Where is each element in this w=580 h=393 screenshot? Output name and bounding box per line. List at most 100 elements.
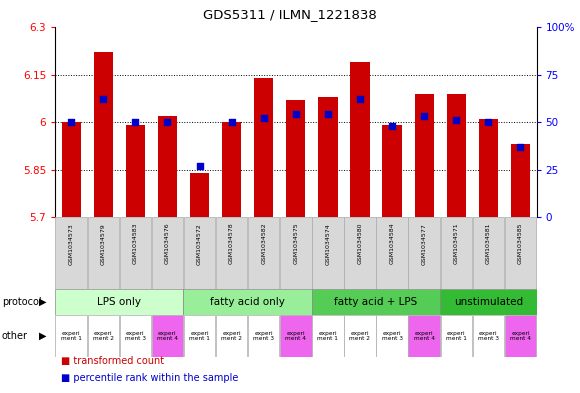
Text: GSM1034575: GSM1034575: [293, 223, 298, 264]
Text: experi
ment 2: experi ment 2: [93, 331, 114, 342]
Bar: [505, 316, 536, 357]
Bar: [216, 316, 247, 357]
Text: experi
ment 3: experi ment 3: [125, 331, 146, 342]
Point: [99, 96, 108, 103]
Bar: [376, 316, 408, 357]
Bar: [56, 217, 87, 289]
Bar: [441, 217, 472, 289]
Bar: [152, 316, 183, 357]
Text: GSM1034581: GSM1034581: [486, 223, 491, 264]
Point: [67, 119, 76, 125]
Bar: [88, 217, 119, 289]
Text: ■ percentile rank within the sample: ■ percentile rank within the sample: [61, 373, 238, 383]
Text: experi
ment 4: experi ment 4: [414, 331, 434, 342]
Text: experi
ment 2: experi ment 2: [221, 331, 242, 342]
Point: [163, 119, 172, 125]
Bar: [93, 52, 113, 217]
Bar: [286, 100, 306, 217]
Point: [452, 117, 461, 123]
Text: experi
ment 4: experi ment 4: [285, 331, 306, 342]
Bar: [345, 316, 376, 357]
Text: ■ transformed count: ■ transformed count: [61, 356, 164, 366]
Bar: [505, 217, 536, 289]
Point: [291, 111, 300, 118]
Bar: [447, 94, 466, 217]
Point: [516, 143, 525, 150]
Bar: [376, 217, 408, 289]
Bar: [382, 125, 402, 217]
Text: GSM1034577: GSM1034577: [422, 223, 427, 264]
Text: protocol: protocol: [2, 297, 41, 307]
Bar: [415, 94, 434, 217]
Bar: [280, 217, 311, 289]
Point: [195, 163, 204, 169]
Text: experi
ment 3: experi ment 3: [253, 331, 274, 342]
Point: [130, 119, 140, 125]
Text: experi
ment 1: experi ment 1: [189, 331, 210, 342]
Text: experi
ment 3: experi ment 3: [382, 331, 403, 342]
Bar: [345, 217, 376, 289]
Bar: [119, 217, 151, 289]
Text: experi
ment 1: experi ment 1: [61, 331, 82, 342]
Text: experi
ment 1: experi ment 1: [446, 331, 467, 342]
Bar: [312, 217, 343, 289]
Bar: [190, 173, 209, 217]
Text: fatty acid only: fatty acid only: [210, 297, 285, 307]
Text: unstimulated: unstimulated: [454, 297, 523, 307]
Text: GSM1034578: GSM1034578: [229, 223, 234, 264]
Text: experi
ment 1: experi ment 1: [317, 331, 338, 342]
Text: GSM1034582: GSM1034582: [261, 223, 266, 264]
Bar: [318, 97, 338, 217]
Bar: [248, 316, 280, 357]
Bar: [441, 316, 472, 357]
Text: ▶: ▶: [39, 297, 47, 307]
Bar: [56, 316, 87, 357]
Bar: [312, 316, 343, 357]
Bar: [473, 217, 504, 289]
Bar: [184, 316, 215, 357]
Point: [484, 119, 493, 125]
Point: [387, 123, 397, 129]
Text: fatty acid + LPS: fatty acid + LPS: [335, 297, 418, 307]
Bar: [254, 78, 273, 217]
Text: GSM1034573: GSM1034573: [68, 223, 74, 264]
Bar: [222, 122, 241, 217]
Point: [356, 96, 365, 103]
Bar: [350, 62, 369, 217]
Text: experi
ment 2: experi ment 2: [350, 331, 371, 342]
Bar: [152, 217, 183, 289]
Text: GSM1034580: GSM1034580: [357, 223, 362, 264]
Bar: [88, 316, 119, 357]
Text: experi
ment 3: experi ment 3: [478, 331, 499, 342]
Bar: [280, 316, 311, 357]
Bar: [61, 122, 81, 217]
Bar: [184, 217, 215, 289]
Bar: [119, 316, 151, 357]
Point: [227, 119, 236, 125]
Bar: [473, 316, 504, 357]
Text: GSM1034579: GSM1034579: [101, 223, 106, 264]
Bar: [408, 217, 440, 289]
Text: GSM1034571: GSM1034571: [454, 223, 459, 264]
Bar: [408, 316, 440, 357]
Text: GSM1034583: GSM1034583: [133, 223, 138, 264]
Bar: [158, 116, 177, 217]
Bar: [55, 289, 183, 315]
Text: GSM1034576: GSM1034576: [165, 223, 170, 264]
Bar: [478, 119, 498, 217]
Point: [259, 115, 269, 121]
Point: [419, 113, 429, 119]
Text: GSM1034584: GSM1034584: [390, 223, 394, 264]
Text: GSM1034585: GSM1034585: [518, 223, 523, 264]
Text: experi
ment 4: experi ment 4: [157, 331, 178, 342]
Text: GDS5311 / ILMN_1221838: GDS5311 / ILMN_1221838: [203, 8, 377, 21]
Bar: [183, 289, 312, 315]
Bar: [248, 217, 280, 289]
Text: other: other: [2, 331, 28, 341]
Text: ▶: ▶: [39, 331, 47, 341]
Bar: [312, 289, 440, 315]
Bar: [511, 144, 530, 217]
Bar: [216, 217, 247, 289]
Bar: [440, 289, 536, 315]
Bar: [126, 125, 145, 217]
